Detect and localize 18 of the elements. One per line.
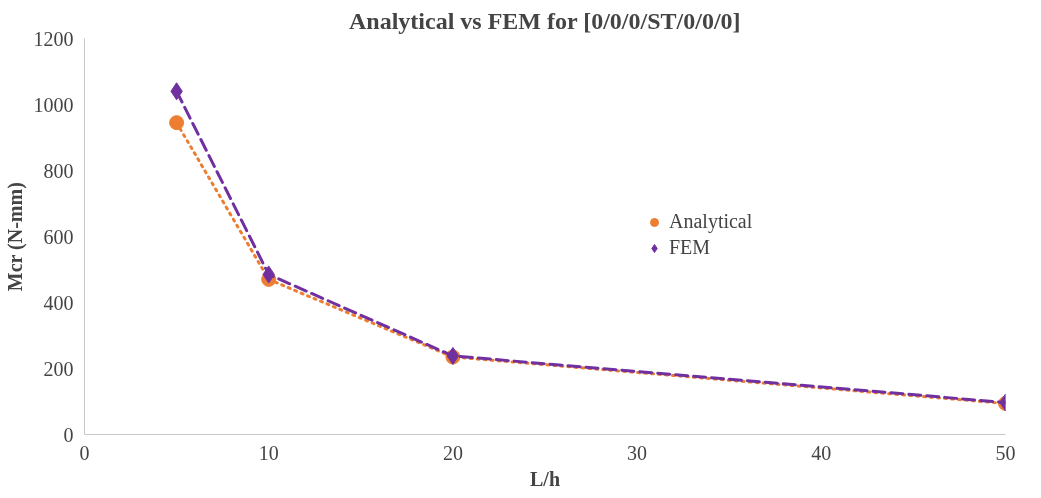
- y-tick-label: 200: [43, 357, 74, 380]
- y-tick-label: 1000: [33, 93, 74, 116]
- y-tick-label: 600: [43, 225, 74, 248]
- x-tick-label: 20: [442, 441, 463, 464]
- x-tick-label: 50: [995, 441, 1016, 464]
- y-axis-title: Mcr (N-mm): [3, 182, 27, 292]
- y-tick-label: 0: [63, 423, 74, 446]
- x-tick-label: 0: [79, 441, 90, 464]
- legend-label: FEM: [669, 236, 711, 259]
- y-tick-label: 400: [43, 291, 74, 314]
- chart-title: Analytical vs FEM for [0/0/0/ST/0/0/0]: [349, 7, 741, 34]
- x-tick-label: 30: [627, 441, 648, 464]
- x-tick-label: 10: [258, 441, 279, 464]
- x-axis-title: L/h: [529, 467, 561, 490]
- y-tick-label: 1200: [33, 27, 74, 50]
- x-tick-label: 40: [811, 441, 832, 464]
- legend-label: Analytical: [669, 210, 753, 233]
- y-tick-label: 800: [43, 159, 74, 182]
